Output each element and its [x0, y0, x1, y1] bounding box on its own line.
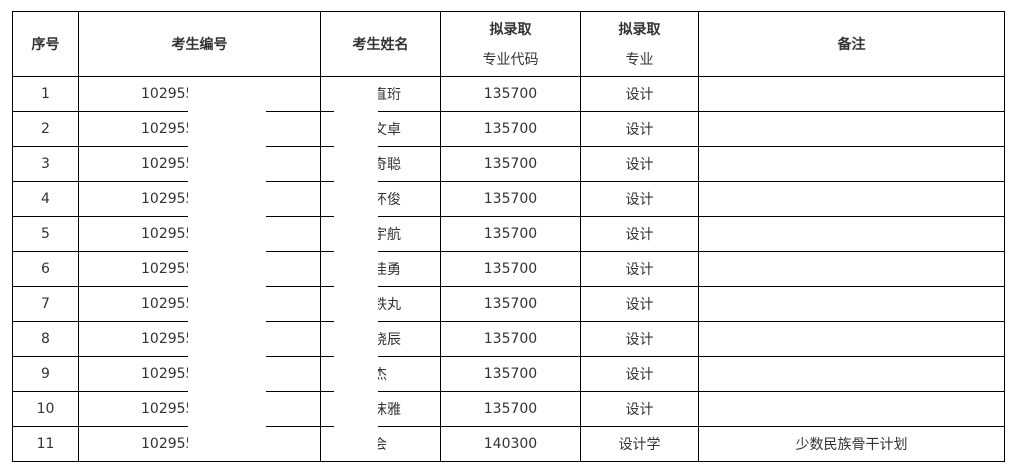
header-id: 考生编号 — [78, 11, 321, 77]
table-row: 4 102955 怀俊 135700 设计 — [12, 181, 1005, 217]
header-major-line1: 拟录取 — [618, 22, 661, 38]
code-cell: 135700 — [440, 391, 581, 427]
note-cell — [698, 76, 1005, 112]
seq-cell: 6 — [12, 251, 79, 287]
table-row: 8 102955 晓辰 135700 设计 — [12, 321, 1005, 357]
seq-cell: 3 — [12, 146, 79, 182]
major-cell: 设计学 — [580, 426, 699, 462]
table-row: 1 102955 直珩 135700 设计 — [12, 76, 1005, 112]
note-cell — [698, 181, 1005, 217]
header-note: 备注 — [698, 11, 1005, 77]
code-cell: 135700 — [440, 356, 581, 392]
table-row: 5 102955 宇航 135700 设计 — [12, 216, 1005, 252]
seq-cell: 11 — [12, 426, 79, 462]
seq-cell: 10 — [12, 391, 79, 427]
major-cell: 设计 — [580, 181, 699, 217]
note-cell — [698, 391, 1005, 427]
seq-cell: 9 — [12, 356, 79, 392]
note-cell — [698, 356, 1005, 392]
header-major: 拟录取 专业 — [580, 11, 699, 77]
admission-table: 序号 考生编号 考生姓名 拟录取专业代码 拟录取专业 备注 1 102955 直珩 1… — [12, 11, 1005, 462]
note-cell — [698, 111, 1005, 147]
redaction-mask — [334, 78, 378, 460]
seq-cell: 5 — [12, 216, 79, 252]
code-cell: 135700 — [440, 181, 581, 217]
header-code-line2: 专业代码 — [482, 52, 539, 68]
header-name: 考生姓名 — [320, 11, 441, 77]
code-cell: 135700 — [440, 216, 581, 252]
code-cell: 135700 — [440, 286, 581, 322]
header-row: 序号 考生编号 考生姓名 拟录取专业代码 拟录取专业 备注 — [12, 11, 1005, 77]
code-cell: 135700 — [440, 146, 581, 182]
major-cell: 设计 — [580, 251, 699, 287]
note-cell — [698, 146, 1005, 182]
redaction-mask — [188, 78, 266, 460]
major-cell: 设计 — [580, 391, 699, 427]
seq-cell: 1 — [12, 76, 79, 112]
table-row: 11 102955 会 140300 设计学 少数民族骨干计划 — [12, 426, 1005, 462]
code-cell: 135700 — [440, 321, 581, 357]
note-cell — [698, 321, 1005, 357]
table-row: 9 102955 杰 135700 设计 — [12, 356, 1005, 392]
major-cell: 设计 — [580, 76, 699, 112]
seq-cell: 7 — [12, 286, 79, 322]
table-row: 10 102955 沫雅 135700 设计 — [12, 391, 1005, 427]
code-cell: 135700 — [440, 111, 581, 147]
major-cell: 设计 — [580, 111, 699, 147]
table-row: 7 102955 铁丸 135700 设计 — [12, 286, 1005, 322]
code-cell: 135700 — [440, 76, 581, 112]
major-cell: 设计 — [580, 286, 699, 322]
note-cell: 少数民族骨干计划 — [698, 426, 1005, 462]
major-cell: 设计 — [580, 146, 699, 182]
seq-cell: 8 — [12, 321, 79, 357]
note-cell — [698, 216, 1005, 252]
code-cell: 135700 — [440, 251, 581, 287]
note-cell — [698, 286, 1005, 322]
note-cell — [698, 251, 1005, 287]
table-row: 6 102955 佳勇 135700 设计 — [12, 251, 1005, 287]
table-row: 3 102955 奇聪 135700 设计 — [12, 146, 1005, 182]
major-cell: 设计 — [580, 356, 699, 392]
seq-cell: 2 — [12, 111, 79, 147]
header-code-line1: 拟录取 — [489, 22, 532, 38]
code-cell: 140300 — [440, 426, 581, 462]
major-cell: 设计 — [580, 321, 699, 357]
seq-cell: 4 — [12, 181, 79, 217]
header-code: 拟录取 专业代码 — [440, 11, 581, 77]
header-seq: 序号 — [12, 11, 79, 77]
table-row: 2 102955 文卓 135700 设计 — [12, 111, 1005, 147]
header-major-line2: 专业 — [625, 52, 654, 68]
major-cell: 设计 — [580, 216, 699, 252]
